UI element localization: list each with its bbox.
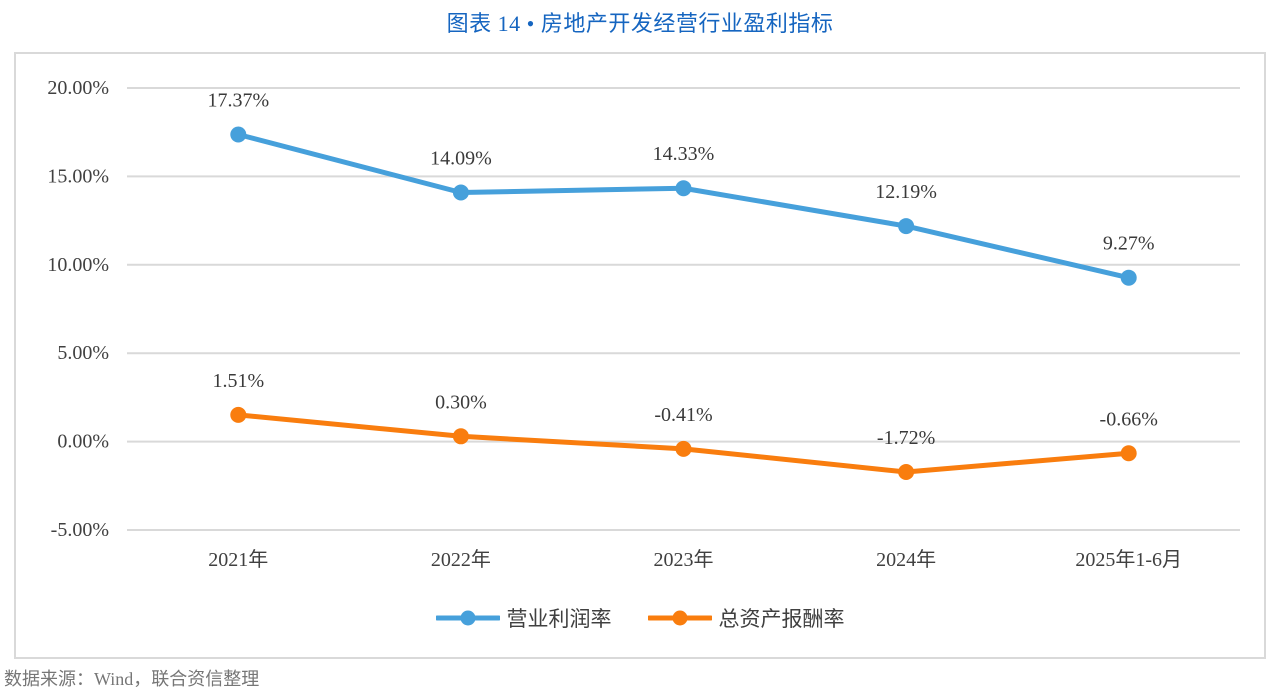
legend-label: 营业利润率 [506, 607, 612, 631]
chart-legend: 营业利润率 总资产报酬率 [16, 603, 1264, 633]
data-label: 0.30% [435, 391, 487, 413]
x-tick-label: 2024年 [876, 548, 936, 571]
data-point [675, 440, 692, 457]
y-tick-label: 20.00% [47, 77, 109, 99]
y-tick-label: -5.00% [51, 519, 109, 541]
chart-container: 20.00% 15.00% 10.00% 5.00% 0.00% -5.00% 2021年 2… [14, 52, 1266, 659]
data-label: -0.66% [1100, 408, 1158, 430]
data-label: 12.19% [875, 181, 937, 203]
data-label: -0.41% [654, 404, 712, 426]
legend-item: 总资产报酬率 [647, 603, 845, 633]
x-tick-label: 2022年 [431, 548, 491, 571]
data-point [452, 428, 469, 445]
data-label: 1.51% [212, 370, 264, 392]
data-point [452, 184, 469, 201]
data-point [230, 406, 247, 423]
y-tick-label: 10.00% [47, 254, 109, 276]
data-point [1120, 269, 1137, 286]
x-tick-label: 2025年1-6月 [1075, 548, 1182, 571]
legend-marker-icon [435, 610, 500, 626]
y-tick-label: 5.00% [57, 342, 109, 364]
data-label: -1.72% [877, 427, 935, 449]
data-source-note: 数据来源：Wind，联合资信整理 [4, 669, 260, 689]
y-tick-label: 0.00% [57, 431, 109, 453]
chart-svg: 20.00% 15.00% 10.00% 5.00% 0.00% -5.00% 2021年 2… [47, 77, 1240, 571]
x-tick-label: 2023年 [654, 548, 714, 571]
data-point [898, 464, 915, 481]
x-tick-label: 2021年 [208, 548, 268, 571]
data-point [898, 218, 915, 235]
figure-title: 图表 14 • 房地产开发经营行业盈利指标 [446, 11, 834, 36]
data-label: 14.09% [430, 147, 492, 169]
data-label: 14.33% [653, 143, 715, 165]
legend-marker-icon [647, 610, 712, 626]
data-point [1120, 445, 1137, 462]
legend-label: 总资产报酬率 [718, 607, 845, 631]
data-point [230, 126, 247, 143]
data-label: 17.37% [207, 89, 269, 111]
legend-item: 营业利润率 [435, 603, 612, 633]
data-label: 9.27% [1103, 233, 1155, 255]
y-tick-label: 15.00% [47, 165, 109, 187]
data-point [675, 180, 692, 197]
